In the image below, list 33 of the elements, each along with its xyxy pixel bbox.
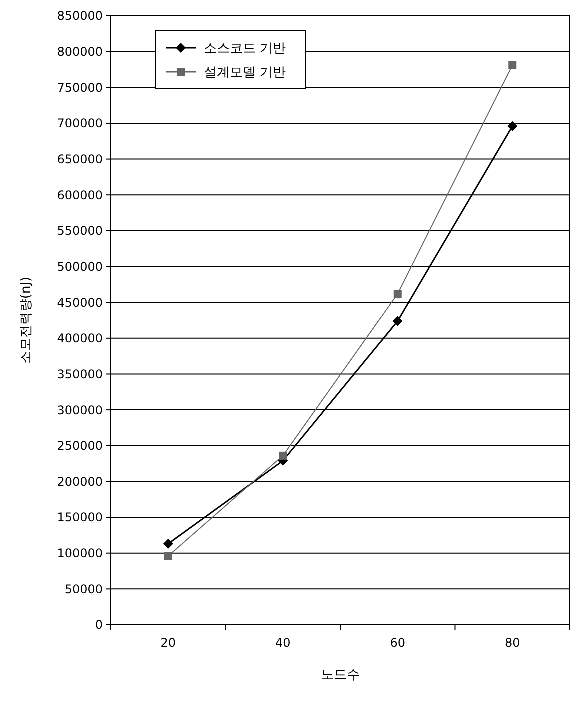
y-axis-title: 소모전력량(nJ) <box>19 276 34 364</box>
y-tick-label: 550000 <box>57 224 103 238</box>
y-tick-label: 350000 <box>57 367 103 382</box>
y-tick-label: 800000 <box>57 45 103 60</box>
y-tick-label: 600000 <box>57 188 103 202</box>
point <box>508 61 517 70</box>
x-tick-label: 20 <box>160 636 176 650</box>
point <box>392 316 403 326</box>
y-tick-label: 150000 <box>57 510 103 525</box>
y-tick-label: 100000 <box>57 546 103 561</box>
x-tick-label: 40 <box>275 636 291 650</box>
legend-label: 설계모델 기반 <box>204 66 286 81</box>
x-tick-label: 60 <box>390 636 406 650</box>
point <box>163 539 174 550</box>
y-tick-label: 700000 <box>57 116 103 131</box>
y-tick-label: 650000 <box>57 152 103 166</box>
y-tick-label: 200000 <box>57 474 103 489</box>
point <box>279 452 288 460</box>
x-tick-label: 80 <box>504 636 520 650</box>
y-tick-label: 500000 <box>57 260 103 274</box>
legend-label: 소스코드 기반 <box>204 42 286 57</box>
point <box>508 121 518 132</box>
y-tick-label: 50000 <box>64 582 103 596</box>
y-tick-label: 750000 <box>57 80 103 95</box>
point <box>394 290 402 298</box>
y-tick-label: 0 <box>95 618 103 632</box>
y-tick-label: 400000 <box>57 332 103 346</box>
x-axis-title: 노드수 <box>321 668 360 683</box>
y-tick-label: 300000 <box>57 403 103 418</box>
point <box>164 552 172 560</box>
y-tick-label: 850000 <box>57 9 103 24</box>
y-tick-label: 250000 <box>57 439 103 454</box>
y-tick-label: 450000 <box>57 296 103 310</box>
